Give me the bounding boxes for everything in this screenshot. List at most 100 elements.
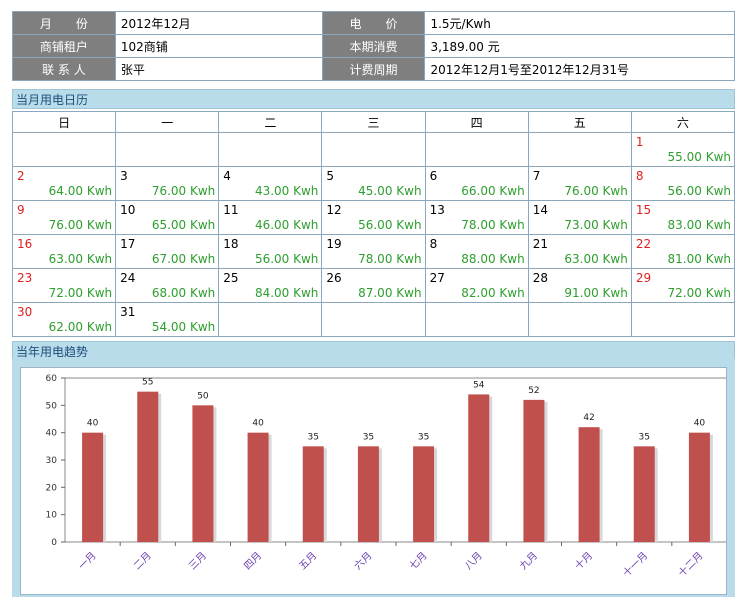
day-usage: 76.00 Kwh [151, 184, 216, 198]
day-usage: 62.00 Kwh [48, 320, 113, 334]
calendar-day-cell: 24 68.00 Kwh [115, 268, 220, 303]
calendar-day-cell: 16 63.00 Kwh [11, 234, 117, 269]
period-label: 计费周期 [321, 57, 426, 81]
calendar-day-cell: 15 83.00 Kwh [630, 200, 736, 235]
day-number: 26 [326, 271, 342, 285]
month-value: 2012年12月 [114, 11, 323, 35]
calendar-day-cell: 1 55.00 Kwh [630, 132, 736, 167]
day-usage: 68.00 Kwh [151, 286, 216, 300]
calendar-day-cell: 25 84.00 Kwh [218, 268, 323, 303]
y-tick-label: 10 [46, 511, 58, 521]
day-number: 3 [120, 169, 128, 183]
bar-value-label: 42 [583, 413, 594, 423]
usage-value: 3,189.00 元 [424, 34, 735, 58]
bar-value-label: 55 [142, 378, 153, 388]
day-number: 27 [429, 271, 445, 285]
day-usage: 66.00 Kwh [461, 184, 525, 198]
calendar-day-cell: 9 76.00 Kwh [11, 200, 117, 235]
calendar-day-cell: 18 56.00 Kwh [218, 234, 323, 269]
period-value: 2012年12月1号至2012年12月31号 [424, 57, 735, 81]
tenant-label: 商铺租户 [12, 34, 116, 58]
x-category-label: 八月 [462, 550, 485, 573]
info-row-month: 月 份 2012年12月 电 价 1.5元/Kwh [12, 11, 735, 35]
day-usage: 56.00 Kwh [667, 184, 731, 198]
trend-header: 当年用电趋势 [12, 341, 735, 361]
month-label: 月 份 [12, 11, 116, 35]
weekday-1: 一 [115, 111, 220, 133]
calendar-empty-cell [321, 132, 426, 167]
day-usage: 63.00 Kwh [564, 252, 628, 266]
bar [578, 427, 600, 542]
bar [82, 432, 104, 542]
bar-value-label: 40 [252, 419, 264, 429]
calendar-week-row: 1 55.00 Kwh [11, 132, 736, 167]
weekday-5: 五 [527, 111, 632, 133]
x-category-label: 四月 [242, 550, 265, 573]
day-usage: 78.00 Kwh [358, 252, 422, 266]
calendar-day-cell: 8 88.00 Kwh [424, 234, 529, 269]
x-category-label: 六月 [352, 550, 375, 573]
day-number: 4 [223, 169, 231, 183]
day-number: 14 [532, 203, 548, 217]
bar [192, 405, 214, 542]
bar [137, 391, 159, 542]
day-usage: 67.00 Kwh [151, 252, 216, 266]
calendar-day-cell: 8 56.00 Kwh [630, 166, 736, 201]
day-usage: 82.00 Kwh [461, 286, 525, 300]
day-usage: 65.00 Kwh [151, 218, 216, 232]
bar [302, 446, 324, 542]
weekday-3: 三 [321, 111, 426, 133]
weekday-2: 二 [218, 111, 323, 133]
day-usage: 91.00 Kwh [564, 286, 628, 300]
day-usage: 73.00 Kwh [564, 218, 628, 232]
x-category-label: 一月 [76, 550, 99, 573]
day-number: 2 [17, 169, 25, 183]
bar-value-label: 35 [363, 432, 374, 442]
calendar-day-cell: 31 54.00 Kwh [115, 302, 220, 337]
day-usage: 88.00 Kwh [461, 252, 525, 266]
calendar-header: 当月用电日历 [12, 89, 735, 109]
calendar-day-cell: 2 64.00 Kwh [11, 166, 117, 201]
calendar-day-cell: 17 67.00 Kwh [115, 234, 220, 269]
calendar-week-row: 23 72.00 Kwh 24 68.00 Kwh 25 84.00 Kwh 26 87.00… [11, 268, 736, 303]
day-usage: 46.00 Kwh [254, 218, 319, 232]
weekday-header-row: 日一二三四五六 [11, 111, 736, 133]
day-usage: 76.00 Kwh [48, 218, 113, 232]
calendar-day-cell: 5 45.00 Kwh [321, 166, 426, 201]
calendar-day-cell: 14 73.00 Kwh [527, 200, 632, 235]
calendar-day-cell: 26 87.00 Kwh [321, 268, 426, 303]
calendar-empty-cell [527, 132, 632, 167]
day-usage: 54.00 Kwh [151, 320, 216, 334]
day-usage: 63.00 Kwh [48, 252, 113, 266]
calendar-week-row: 30 62.00 Kwh 31 54.00 Kwh [11, 302, 736, 337]
bar-value-label: 35 [418, 432, 429, 442]
trend-chart-panel: 0 10 20 30 40 50 60 40 一月 55 二月 50 三月 40 四月 35 五月 35 六月 35 七… [12, 359, 735, 597]
trend-chart-box: 0 10 20 30 40 50 60 40 一月 55 二月 50 三月 40 四月 35 五月 35 六月 35 七… [20, 367, 728, 595]
plot-area [64, 377, 728, 543]
calendar-empty-cell [218, 132, 323, 167]
x-category-label: 五月 [297, 550, 320, 573]
bar-value-label: 40 [694, 419, 706, 429]
calendar-day-cell: 21 63.00 Kwh [527, 234, 632, 269]
calendar-day-cell: 19 78.00 Kwh [321, 234, 426, 269]
bar-value-label: 50 [197, 391, 209, 401]
contact-label: 联 系 人 [12, 57, 116, 81]
day-number: 25 [223, 271, 239, 285]
y-tick-label: 40 [46, 429, 58, 439]
day-number: 11 [223, 203, 239, 217]
day-usage: 76.00 Kwh [564, 184, 628, 198]
calendar-day-cell: 7 76.00 Kwh [527, 166, 632, 201]
day-number: 10 [120, 203, 136, 217]
weekday-6: 六 [630, 111, 736, 133]
day-number: 8 [635, 169, 644, 183]
calendar-day-cell: 6 66.00 Kwh [424, 166, 529, 201]
contact-value: 张平 [114, 57, 323, 81]
info-row-tenant: 商铺租户 102商铺 本期消费 3,189.00 元 [12, 34, 735, 58]
x-category-label: 二月 [131, 550, 154, 573]
x-category-label: 十月 [572, 549, 595, 572]
day-number: 15 [635, 203, 652, 217]
day-usage: 45.00 Kwh [358, 184, 422, 198]
weekday-4: 四 [424, 111, 529, 133]
calendar-empty-cell [630, 302, 736, 337]
